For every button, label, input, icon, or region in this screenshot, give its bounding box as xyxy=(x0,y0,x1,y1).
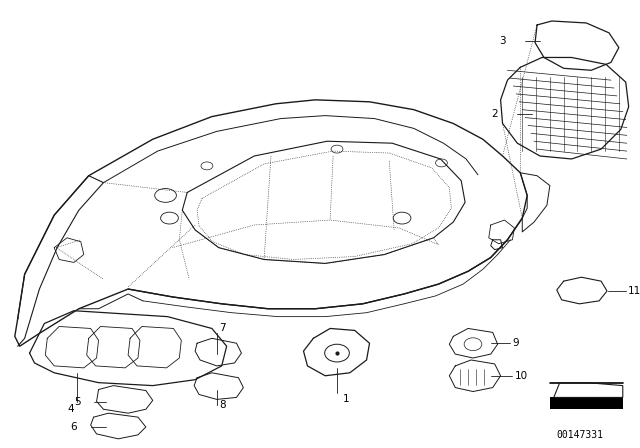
Text: 1: 1 xyxy=(343,394,349,405)
FancyBboxPatch shape xyxy=(550,397,623,409)
Text: 4: 4 xyxy=(67,404,74,414)
Text: 8: 8 xyxy=(219,401,225,410)
Text: 10: 10 xyxy=(515,371,527,381)
Text: 9: 9 xyxy=(513,338,519,348)
Text: 5: 5 xyxy=(74,397,81,407)
Text: 2: 2 xyxy=(491,108,498,119)
Text: 3: 3 xyxy=(499,36,506,46)
Text: 7: 7 xyxy=(219,323,225,333)
Text: 00147331: 00147331 xyxy=(557,430,604,440)
Text: 11: 11 xyxy=(628,286,640,296)
Text: 6: 6 xyxy=(70,422,77,432)
